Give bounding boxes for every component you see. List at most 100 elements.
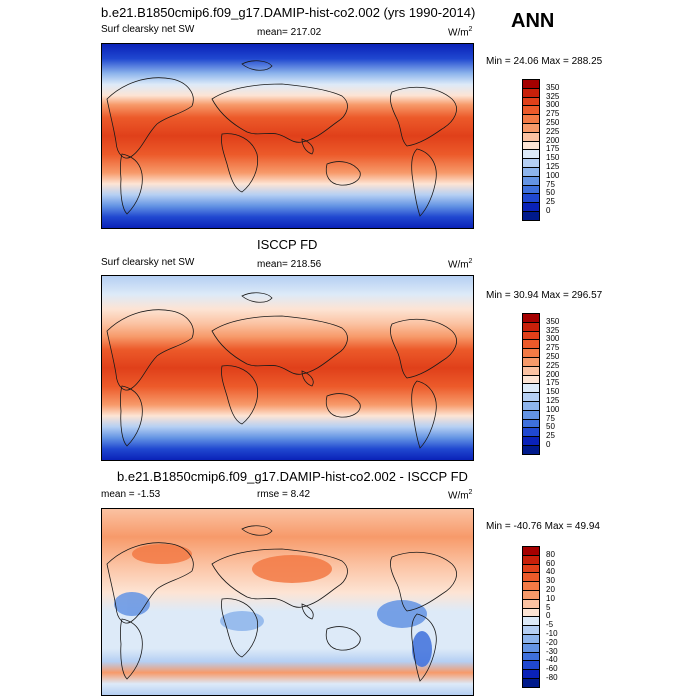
panel-1-mean-label: mean= 217.02 [257, 27, 322, 38]
colorbar-tick-label: -60 [546, 664, 558, 674]
panel-1-map [101, 43, 474, 229]
panel-2-variable-label: Surf clearsky net SW [101, 257, 195, 268]
colorbar-segment [522, 105, 540, 116]
colorbar-tick-label: 60 [546, 558, 555, 568]
colorbar-segment [522, 616, 540, 627]
colorbar-tick-label: 225 [546, 360, 560, 370]
colorbar-tick-label: 30 [546, 576, 555, 586]
colorbar-segment [522, 140, 540, 151]
colorbar-tick-label: 175 [546, 378, 560, 388]
colorbar-tick-label: 5 [546, 602, 551, 612]
colorbar-segment [522, 572, 540, 583]
colorbar-tick-label: 350 [546, 82, 560, 92]
colorbar-tick-label: 100 [546, 170, 560, 180]
colorbar-segment [522, 357, 540, 367]
colorbar-tick-label: 175 [546, 144, 560, 154]
colorbar-segment [522, 642, 540, 653]
colorbar-segment [522, 330, 540, 341]
panel-2-map [101, 275, 474, 461]
panel-3-mean-label: mean = -1.53 [101, 489, 161, 500]
colorbar-tick-label: -20 [546, 637, 558, 647]
colorbar-tick-label: -80 [546, 673, 558, 682]
colorbar-segment [522, 158, 540, 168]
colorbar-segment [522, 590, 540, 600]
panel-2-minmax: Min = 30.94 Max = 296.57 [486, 290, 603, 301]
colorbar-segment [522, 634, 540, 644]
colorbar-tick-label: 0 [546, 611, 551, 621]
panel-2-units: W/m2 [448, 258, 473, 271]
colorbar-segment [522, 365, 540, 376]
colorbar-segment [522, 409, 540, 420]
colorbar-segment [522, 149, 540, 160]
colorbar-tick-label: -40 [546, 655, 558, 665]
colorbar-segment [522, 339, 540, 350]
panel-1-minmax: Min = 24.06 Max = 288.25 [486, 56, 603, 67]
colorbar-tick-label: 200 [546, 135, 560, 145]
panel-2-title: ISCCP FD [257, 237, 318, 252]
colorbar-tick-label: 75 [546, 413, 555, 423]
colorbar-segment [522, 114, 540, 124]
colorbar-segment [522, 427, 540, 438]
colorbar-segment [522, 131, 540, 142]
colorbar-segment [522, 546, 540, 556]
colorbar-segment [522, 175, 540, 186]
colorbar-segment [522, 607, 540, 618]
colorbar-segment [522, 348, 540, 358]
colorbar-tick-label: -10 [546, 629, 558, 638]
colorbar-segment [522, 184, 540, 195]
panel-3-map [101, 508, 474, 696]
colorbar-tick-label: 150 [546, 387, 560, 397]
colorbar-tick-label: 275 [546, 343, 560, 353]
colorbar-tick-label: 325 [546, 91, 560, 101]
colorbar-segment [522, 193, 540, 204]
colorbar-segment [522, 445, 540, 455]
colorbar-tick-label: -30 [546, 646, 558, 656]
colorbar-segment [522, 418, 540, 429]
colorbar-tick-label: 100 [546, 404, 560, 414]
colorbar-segment [522, 660, 540, 671]
colorbar-tick-label: 0 [546, 440, 551, 449]
colorbar-tick-label: 25 [546, 197, 555, 207]
colorbar-tick-label: 0 [546, 206, 551, 215]
panel-3-minmax: Min = -40.76 Max = 49.94 [486, 521, 600, 532]
colorbar-segment [522, 383, 540, 394]
colorbar-tick-label: 20 [546, 585, 555, 594]
colorbar-tick-label: 50 [546, 188, 555, 198]
colorbar-segment [522, 123, 540, 133]
colorbar-segment [522, 625, 540, 635]
colorbar-tick-label: 275 [546, 109, 560, 119]
season-label: ANN [511, 10, 555, 32]
colorbar-segment [522, 211, 540, 221]
colorbar-tick-label: 125 [546, 396, 560, 405]
colorbar-tick-label: 125 [546, 162, 560, 171]
colorbar-tick-label: 250 [546, 352, 560, 361]
colorbar-segment [522, 436, 540, 446]
colorbar-segment [522, 554, 540, 565]
colorbar-segment [522, 79, 540, 89]
colorbar-segment [522, 651, 540, 662]
colorbar-segment [522, 581, 540, 591]
colorbar-segment [522, 598, 540, 609]
colorbar-tick-label: -5 [546, 620, 554, 630]
colorbar-tick-label: 350 [546, 316, 560, 326]
colorbar-segment [522, 202, 540, 212]
panel-2-mean-label: mean= 218.56 [257, 259, 322, 270]
colorbar-segment [522, 167, 540, 177]
panel-3-title: b.e21.B1850cmip6.f09_g17.DAMIP-hist-co2.… [117, 469, 468, 484]
colorbar-tick-label: 225 [546, 126, 560, 136]
colorbar-tick-label: 300 [546, 100, 560, 110]
panel-3-units: W/m2 [448, 489, 473, 502]
colorbar-tick-label: 50 [546, 422, 555, 432]
panel-1-units: W/m2 [448, 26, 473, 39]
panel-1-title: b.e21.B1850cmip6.f09_g17.DAMIP-hist-co2.… [101, 5, 476, 20]
colorbar-tick-label: 10 [546, 593, 555, 603]
colorbar-segment [522, 96, 540, 107]
colorbar-segment [522, 313, 540, 323]
panel-1-variable-label: Surf clearsky net SW [101, 24, 195, 35]
colorbar-segment [522, 321, 540, 332]
colorbar-tick-label: 80 [546, 549, 555, 559]
colorbar-tick-label: 75 [546, 179, 555, 189]
colorbar-tick-label: 40 [546, 567, 555, 577]
colorbar-tick-label: 150 [546, 153, 560, 163]
colorbar-segment [522, 678, 540, 688]
